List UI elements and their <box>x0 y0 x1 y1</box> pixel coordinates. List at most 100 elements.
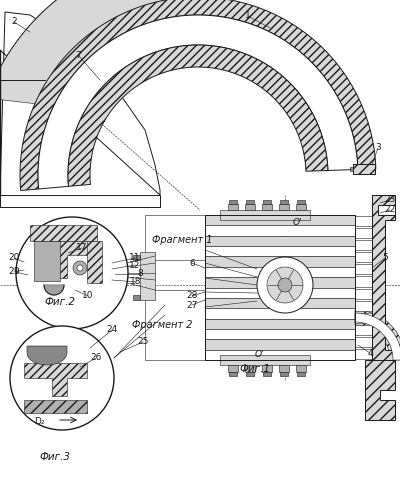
Text: 18: 18 <box>130 278 142 286</box>
Polygon shape <box>296 365 306 372</box>
Text: 8: 8 <box>137 270 143 278</box>
Polygon shape <box>44 285 64 295</box>
Text: O': O' <box>293 218 303 227</box>
Polygon shape <box>0 195 160 207</box>
Text: Фиг.1: Фиг.1 <box>240 364 270 374</box>
Text: 11: 11 <box>129 254 141 262</box>
Polygon shape <box>355 312 372 323</box>
Polygon shape <box>145 290 205 360</box>
Polygon shape <box>205 267 355 277</box>
Text: 4: 4 <box>367 348 373 358</box>
Polygon shape <box>229 200 237 204</box>
Polygon shape <box>355 325 372 335</box>
Polygon shape <box>355 276 372 286</box>
Polygon shape <box>355 337 372 347</box>
Polygon shape <box>229 372 237 376</box>
Polygon shape <box>205 298 355 308</box>
Text: 20: 20 <box>8 254 20 262</box>
Polygon shape <box>355 252 372 262</box>
Polygon shape <box>205 318 355 329</box>
Polygon shape <box>205 329 355 340</box>
Text: O': O' <box>255 350 265 359</box>
Polygon shape <box>205 277 355 287</box>
Text: 28: 28 <box>186 292 198 300</box>
Polygon shape <box>355 302 374 310</box>
Polygon shape <box>27 346 67 365</box>
Polygon shape <box>87 241 102 283</box>
Polygon shape <box>245 365 255 372</box>
Polygon shape <box>355 349 372 359</box>
Polygon shape <box>355 290 374 298</box>
Polygon shape <box>355 264 372 274</box>
Polygon shape <box>133 255 140 260</box>
Text: 27: 27 <box>186 300 198 310</box>
Polygon shape <box>378 205 395 215</box>
Polygon shape <box>205 308 355 318</box>
Polygon shape <box>0 12 160 195</box>
Polygon shape <box>355 216 372 226</box>
Polygon shape <box>353 164 375 174</box>
Polygon shape <box>355 300 372 310</box>
Text: 12: 12 <box>129 260 141 270</box>
Circle shape <box>267 267 303 303</box>
Polygon shape <box>205 246 355 256</box>
Text: 9: 9 <box>13 268 19 276</box>
Text: 10: 10 <box>82 292 94 300</box>
Circle shape <box>73 261 87 275</box>
Text: 17: 17 <box>76 244 88 252</box>
Polygon shape <box>355 253 374 262</box>
Text: Фиг.3: Фиг.3 <box>40 452 70 462</box>
Polygon shape <box>263 372 271 376</box>
Polygon shape <box>228 365 238 372</box>
Polygon shape <box>296 204 306 210</box>
Polygon shape <box>24 400 87 413</box>
Polygon shape <box>262 365 272 372</box>
Polygon shape <box>205 288 355 298</box>
Polygon shape <box>355 229 374 237</box>
Polygon shape <box>350 167 353 172</box>
Polygon shape <box>68 45 328 187</box>
Polygon shape <box>205 236 355 246</box>
Polygon shape <box>355 310 400 360</box>
Text: 26: 26 <box>90 354 102 362</box>
Polygon shape <box>355 314 374 322</box>
Circle shape <box>10 326 114 430</box>
Polygon shape <box>297 372 305 376</box>
Text: Фрагмент 2: Фрагмент 2 <box>132 320 192 330</box>
Polygon shape <box>297 200 305 204</box>
Polygon shape <box>355 326 374 334</box>
Polygon shape <box>246 200 254 204</box>
Polygon shape <box>280 372 288 376</box>
Polygon shape <box>24 363 87 396</box>
Polygon shape <box>205 226 355 235</box>
Polygon shape <box>355 240 372 250</box>
Text: Фрагмент 1: Фрагмент 1 <box>152 235 212 245</box>
Text: 2: 2 <box>11 18 17 26</box>
Polygon shape <box>279 204 289 210</box>
Polygon shape <box>365 360 395 420</box>
Polygon shape <box>0 0 198 106</box>
Polygon shape <box>262 204 272 210</box>
Polygon shape <box>355 217 374 225</box>
Polygon shape <box>42 241 92 278</box>
Polygon shape <box>355 338 374 346</box>
Polygon shape <box>30 225 97 241</box>
Polygon shape <box>38 15 358 189</box>
Polygon shape <box>372 195 395 370</box>
Text: 6: 6 <box>189 258 195 268</box>
Text: 24: 24 <box>106 326 118 334</box>
Polygon shape <box>205 256 355 267</box>
Text: 5: 5 <box>382 254 388 262</box>
Circle shape <box>257 257 313 313</box>
Polygon shape <box>355 241 374 249</box>
Polygon shape <box>140 252 155 300</box>
Text: 3: 3 <box>375 144 381 152</box>
Text: 7: 7 <box>75 50 81 59</box>
Text: 1: 1 <box>245 12 251 20</box>
Polygon shape <box>205 215 355 226</box>
Polygon shape <box>355 228 372 238</box>
Polygon shape <box>133 295 140 300</box>
Text: 23: 23 <box>384 196 396 204</box>
Text: Фиг.2: Фиг.2 <box>44 297 76 307</box>
Circle shape <box>77 265 83 271</box>
